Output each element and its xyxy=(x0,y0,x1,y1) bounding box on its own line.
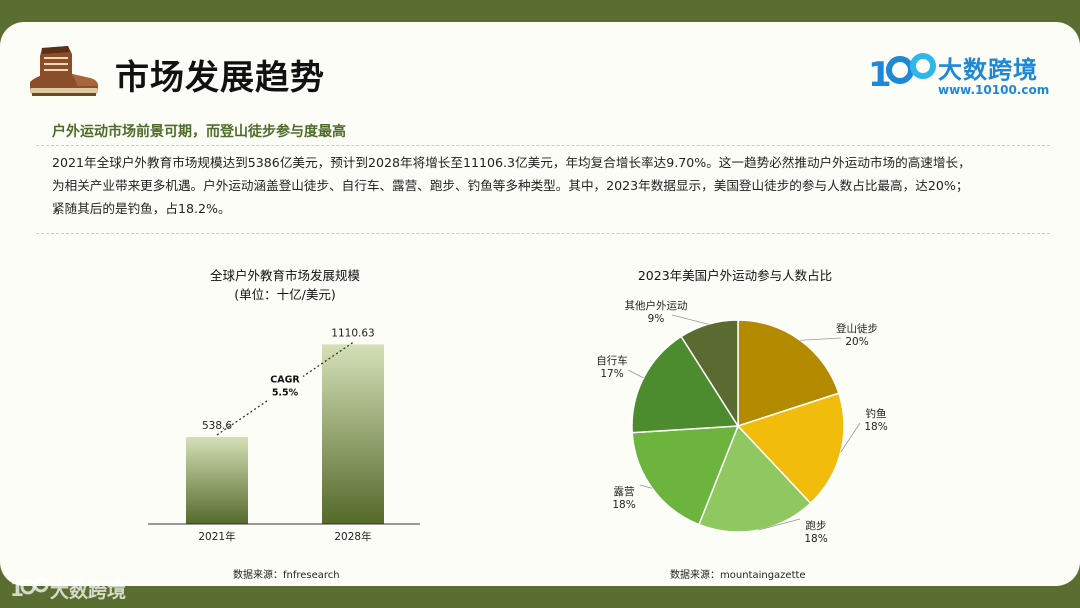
bar-chart-source: 数据来源：fnfresearch xyxy=(233,570,340,581)
brand-name: 大数跨境 xyxy=(938,56,1038,84)
paragraph-line: 紧随其后的是钓鱼，占18.2%。 xyxy=(52,201,231,216)
divider xyxy=(36,145,1050,146)
pie-slice xyxy=(737,319,840,428)
slide-card xyxy=(0,22,1080,586)
slice-label: 其他户外运动 xyxy=(625,299,688,312)
x-tick-label: 2028年 xyxy=(334,530,371,543)
bar-value-label: 1110.63 xyxy=(331,327,374,339)
pie-chart-source: 数据来源：mountaingazette xyxy=(670,570,806,581)
bar-chart-title: 全球户外教育市场发展规模 (单位：十亿/美元) xyxy=(185,265,385,303)
leader-line xyxy=(800,337,842,341)
section-subheading: 户外运动市场前景可期，而登山徒步参与度最高 xyxy=(52,124,346,140)
watermark-text: 大数跨境 xyxy=(50,580,127,602)
body-paragraph: 2021年全球户外教育市场规模达到5386亿美元，预计到2028年将增长至111… xyxy=(52,151,1052,220)
leader-line xyxy=(671,314,709,325)
leader-line xyxy=(757,518,801,531)
pie-chart-title: 2023年美国户外运动参与人数占比 xyxy=(637,268,833,283)
slice-percent: 18% xyxy=(612,499,635,511)
divider xyxy=(36,233,1050,234)
slice-label: 登山徒步 xyxy=(836,322,878,335)
pie-slice xyxy=(680,319,739,429)
slice-percent: 20% xyxy=(845,336,868,348)
slice-percent: 18% xyxy=(804,533,827,545)
slice-percent: 18% xyxy=(864,421,887,433)
brand-url: www.10100.com xyxy=(938,83,1050,97)
x-tick-label: 2021年 xyxy=(198,530,235,543)
slice-label: 跑步 xyxy=(806,519,827,532)
cagr-label: CAGR xyxy=(270,375,300,386)
paragraph-line: 2021年全球户外教育市场规模达到5386亿美元，预计到2028年将增长至111… xyxy=(52,155,971,170)
leader-line xyxy=(840,422,861,453)
svg-text:1: 1 xyxy=(10,577,24,601)
slice-percent: 9% xyxy=(648,313,665,325)
brand-logo-icon: 1 xyxy=(868,53,936,95)
slice-label: 露营 xyxy=(614,485,635,498)
cagr-label-box xyxy=(267,370,303,401)
slice-percent: 17% xyxy=(600,368,623,380)
bar xyxy=(186,436,248,524)
bar-chart-title-line: 全球户外教育市场发展规模 xyxy=(209,268,360,283)
bar xyxy=(322,344,384,524)
slice-label: 钓鱼 xyxy=(866,407,887,420)
pie-slice xyxy=(631,425,740,526)
hiking-boot-icon xyxy=(30,46,98,96)
bar-chart: 538.6 2021年 1110.63 2028年 CAGR 5.5% xyxy=(148,327,420,543)
svg-text:1: 1 xyxy=(868,55,892,95)
page-title: 市场发展趋势 xyxy=(115,58,325,98)
bar-value-label: 538.6 xyxy=(202,420,232,432)
watermark-logo-icon: 1 xyxy=(10,577,49,601)
paragraph-line: 为相关产业带来更多机遇。户外运动涵盖登山徒步、自行车、露营、跑步、钓鱼等多种类型… xyxy=(52,178,969,193)
leader-line xyxy=(639,484,653,489)
leader-line xyxy=(627,369,644,379)
slice-label: 自行车 xyxy=(596,354,628,367)
bar-chart-unit: (单位：十亿/美元) xyxy=(234,287,336,302)
cagr-value: 5.5% xyxy=(272,388,299,399)
